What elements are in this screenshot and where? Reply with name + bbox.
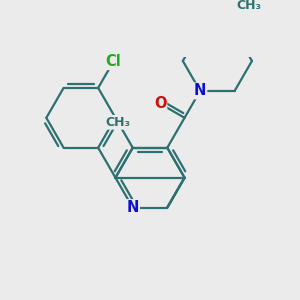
Text: CH₃: CH₃	[106, 116, 130, 129]
Text: Cl: Cl	[106, 54, 121, 69]
Text: O: O	[154, 96, 166, 111]
Text: N: N	[194, 83, 206, 98]
Text: N: N	[127, 200, 139, 215]
Text: CH₃: CH₃	[237, 0, 262, 12]
